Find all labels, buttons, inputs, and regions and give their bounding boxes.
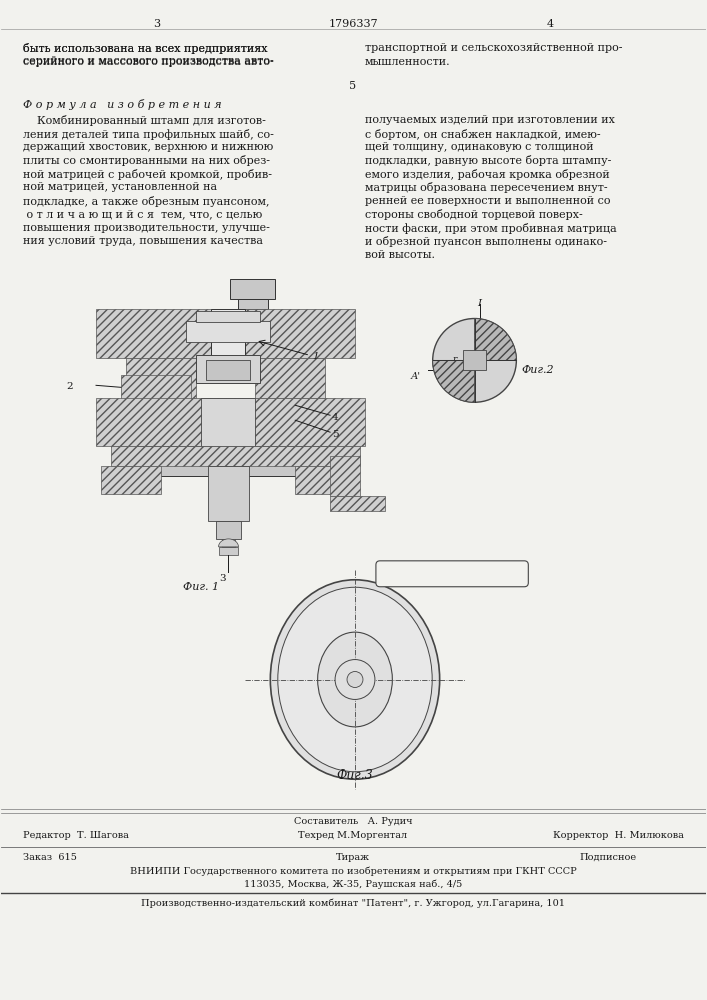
Text: Фиг.3: Фиг.3 [337,769,373,782]
Bar [121,375,191,400]
Text: Фиг.2: Фиг.2 [521,365,554,375]
FancyBboxPatch shape [376,561,528,587]
Bar [111,446,360,466]
Bar [211,309,245,358]
Bar [330,456,360,496]
Text: получаемых изделий при изготовлении их: получаемых изделий при изготовлении их [365,115,615,125]
Text: подкладки, равную высоте борта штампу-: подкладки, равную высоте борта штампу- [365,155,612,166]
Text: ния условий труда, повышения качества: ния условий труда, повышения качества [23,236,263,246]
Wedge shape [474,319,516,360]
Text: 2: 2 [66,382,73,391]
Text: с бортом, он снабжен накладкой, имею-: с бортом, он снабжен накладкой, имею- [365,129,600,140]
Text: 3: 3 [219,574,226,583]
Text: 1796337: 1796337 [329,19,378,29]
Bar [126,358,196,398]
Text: быть использована на всех предприятиях: быть использована на всех предприятиях [23,43,268,54]
Text: Корректор  Н. Милюкова: Корректор Н. Милюкова [553,831,684,840]
Bar [96,309,211,358]
Circle shape [335,660,375,699]
Text: подкладке, а также обрезным пуансоном,: подкладке, а также обрезным пуансоном, [23,196,270,207]
Bar [196,311,260,322]
Text: серийного и массового производства авто-: серийного и массового производства авто- [23,57,274,67]
Text: 3: 3 [153,19,160,29]
Bar [296,466,355,494]
Text: быть использована на всех предприятиях
серийного и массового производства авто-: быть использована на всех предприятиях с… [23,43,274,66]
Text: 5: 5 [332,430,339,439]
Text: Производственно-издательский комбинат "Патент", г. Ужгород, ул.Гагарина, 101: Производственно-издательский комбинат "П… [141,899,565,908]
Text: ности фаски, при этом пробивная матрица: ности фаски, при этом пробивная матрица [365,223,617,234]
Bar [238,299,269,309]
Bar [255,358,325,398]
Text: Подписное: Подписное [579,853,636,862]
Text: Ф о р м у л а   и з о б р е т е н и я: Ф о р м у л а и з о б р е т е н и я [23,99,222,110]
Bar [96,398,365,446]
Text: 5: 5 [349,81,356,91]
Bar [101,466,160,494]
Text: о т л и ч а ю щ и й с я  тем, что, с целью: о т л и ч а ю щ и й с я тем, что, с цель… [23,209,262,219]
Text: А': А' [411,372,421,381]
Text: матрицы образована пересечением внут-: матрицы образована пересечением внут- [365,182,607,193]
Bar [230,279,275,299]
Text: 4: 4 [332,413,339,422]
Text: Техред М.Моргентал: Техред М.Моргентал [298,831,407,840]
Text: и обрезной пуансон выполнены одинако-: и обрезной пуансон выполнены одинако- [365,236,607,247]
Text: мышленности.: мышленности. [365,57,450,67]
Text: r: r [452,355,457,364]
Text: 1: 1 [312,352,319,361]
Bar [216,521,242,539]
Text: Тираж: Тираж [336,853,370,862]
Ellipse shape [278,587,432,772]
Text: I: I [477,299,481,308]
Text: Фиг. 1: Фиг. 1 [182,582,218,592]
Text: Заказ  615: Заказ 615 [23,853,77,862]
Bar [245,309,355,358]
Bar [462,350,486,370]
Text: ной матрицей с рабочей кромкой, пробив-: ной матрицей с рабочей кромкой, пробив- [23,169,272,180]
Text: ной матрицей, установленной на: ной матрицей, установленной на [23,182,218,192]
Bar [206,360,250,380]
Bar [221,539,235,547]
Bar [186,320,270,342]
Wedge shape [433,360,474,402]
Text: Редактор  Т. Шагова: Редактор Т. Шагова [23,831,129,840]
Text: Комбинированный штамп для изготов-: Комбинированный штамп для изготов- [23,115,266,126]
Polygon shape [218,539,238,547]
Circle shape [433,319,516,402]
Text: держащий хвостовик, верхнюю и нижнюю: держащий хвостовик, верхнюю и нижнюю [23,142,274,152]
Text: вой высоты.: вой высоты. [365,250,435,260]
Text: 113035, Москва, Ж-35, Раушская наб., 4/5: 113035, Москва, Ж-35, Раушская наб., 4/5 [244,880,462,889]
Ellipse shape [270,580,440,779]
Text: щей толщину, одинаковую с толщиной: щей толщину, одинаковую с толщиной [365,142,594,152]
Bar [218,547,238,555]
Text: повышения производительности, улучше-: повышения производительности, улучше- [23,223,270,233]
Bar [208,466,250,521]
Text: емого изделия, рабочая кромка обрезной: емого изделия, рабочая кромка обрезной [365,169,609,180]
Bar [196,355,260,383]
Bar [330,496,385,511]
Text: Составитель   А. Рудич: Составитель А. Рудич [293,817,412,826]
Text: плиты со смонтированными на них обрез-: плиты со смонтированными на них обрез- [23,155,270,166]
Circle shape [347,672,363,687]
Text: транспортной и сельскохозяйственной про-: транспортной и сельскохозяйственной про- [365,43,622,53]
Text: ВНИИПИ Государственного комитета по изобретениям и открытиям при ГКНТ СССР: ВНИИПИ Государственного комитета по изоб… [129,867,576,876]
Ellipse shape [317,632,392,727]
Bar [201,398,255,446]
Bar [136,446,330,476]
Text: 4: 4 [547,19,554,29]
Text: стороны свободной торцевой поверх-: стороны свободной торцевой поверх- [365,209,583,220]
Text: ления деталей типа профильных шайб, со-: ления деталей типа профильных шайб, со- [23,129,274,140]
Text: ренней ее поверхности и выполненной со: ренней ее поверхности и выполненной со [365,196,610,206]
